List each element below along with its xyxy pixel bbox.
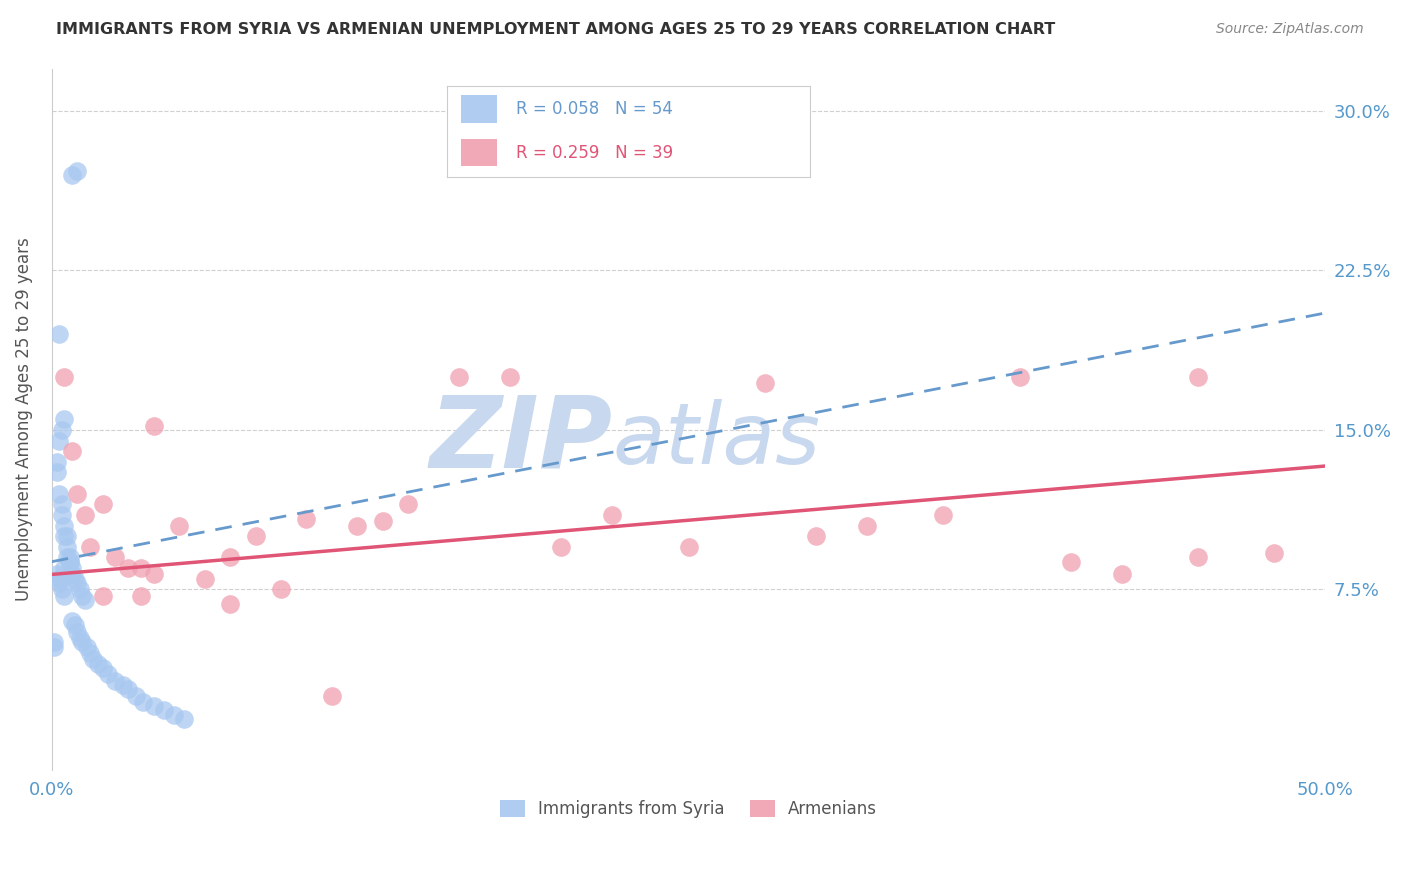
Point [678,540,700,554]
Legend: Immigrants from Syria, Armenians: Immigrants from Syria, Armenians [494,793,884,825]
Point [1059,555,1081,569]
Point [53,561,76,575]
Point [60,614,83,628]
Point [45,466,67,480]
Point [48,576,70,591]
Point [60,168,83,182]
Point [600,508,623,522]
Text: IMMIGRANTS FROM SYRIA VS ARMENIAN UNEMPLOYMENT AMONG AGES 25 TO 29 YEARS CORRELA: IMMIGRANTS FROM SYRIA VS ARMENIAN UNEMPL… [56,22,1056,37]
Point [79,540,101,554]
Point [754,376,776,391]
Point [48,327,70,342]
Point [60,561,83,575]
Point [1187,369,1209,384]
Point [1263,546,1285,560]
Point [932,508,955,522]
Point [396,497,419,511]
Point [167,518,190,533]
Text: ZIP: ZIP [429,392,612,489]
Point [69,631,91,645]
Point [499,369,522,384]
Point [132,695,155,709]
Point [91,661,114,675]
Point [66,486,89,500]
Point [219,550,242,565]
Point [66,576,89,591]
Point [125,689,148,703]
Y-axis label: Unemployment Among Ages 25 to 29 years: Unemployment Among Ages 25 to 29 years [15,237,32,601]
Point [66,624,89,639]
Point [51,423,73,437]
Point [117,682,139,697]
Point [56,550,79,565]
Point [194,572,217,586]
Point [82,652,104,666]
Point [63,572,86,586]
Point [173,712,195,726]
Point [66,163,89,178]
Point [48,434,70,448]
Point [51,508,73,522]
Point [142,699,165,714]
Point [73,508,96,522]
Point [44,640,66,654]
Point [53,412,76,426]
Point [63,618,86,632]
Point [1187,550,1209,565]
Point [91,497,114,511]
Point [53,518,76,533]
Point [60,567,83,582]
Point [45,455,67,469]
Point [245,529,267,543]
Point [51,582,73,597]
Point [129,589,152,603]
Point [48,486,70,500]
Point [346,518,368,533]
Point [58,555,80,569]
Point [60,444,83,458]
Point [804,529,827,543]
Point [163,707,186,722]
Point [142,418,165,433]
Point [73,593,96,607]
Point [56,540,79,554]
Point [142,567,165,582]
Point [79,646,101,660]
Point [1008,369,1031,384]
Point [56,529,79,543]
Point [51,497,73,511]
Point [104,550,127,565]
Point [53,369,76,384]
Point [97,667,120,681]
Point [1111,567,1133,582]
Point [45,567,67,582]
Text: atlas: atlas [612,399,820,482]
Point [53,529,76,543]
Point [371,514,394,528]
Point [91,589,114,603]
Point [295,512,318,526]
Point [86,657,108,671]
Point [44,635,66,649]
Point [153,704,176,718]
Point [449,369,471,384]
Point [58,550,80,565]
Point [321,689,343,703]
Point [856,518,879,533]
Point [72,635,94,649]
Point [550,540,572,554]
Point [72,589,94,603]
Point [76,640,98,654]
Point [219,597,242,611]
Point [129,561,152,575]
Point [69,582,91,597]
Point [104,673,127,688]
Text: Source: ZipAtlas.com: Source: ZipAtlas.com [1216,22,1364,37]
Point [270,582,292,597]
Point [48,572,70,586]
Point [112,678,135,692]
Point [53,589,76,603]
Point [58,555,80,569]
Point [117,561,139,575]
